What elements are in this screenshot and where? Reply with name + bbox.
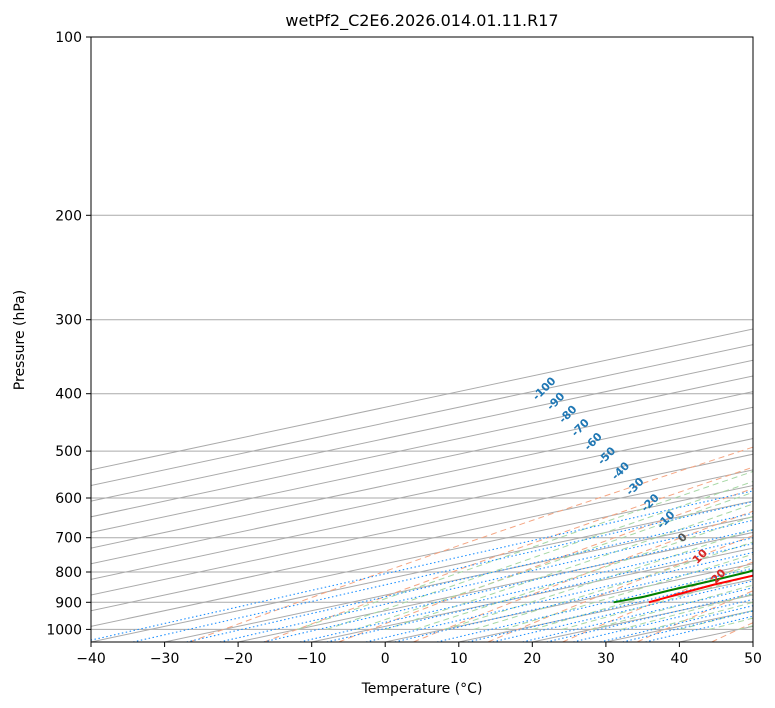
isotherm-line: [91, 469, 753, 612]
y-tick-label: 100: [55, 30, 82, 46]
moist-adiabat-line: [620, 593, 753, 630]
x-tick-label: −10: [297, 651, 327, 667]
y-tick-label: 900: [55, 595, 82, 611]
y-tick-label: 200: [55, 208, 82, 224]
isotherm-line: [91, 422, 753, 565]
moist-adiabat-line: [414, 515, 753, 630]
dry-adiabat-label: -20: [639, 491, 662, 514]
chart-title: wetPf2_C2E6.2026.014.01.11.R17: [285, 11, 558, 31]
mixing-ratio-line: [622, 610, 753, 642]
dry-adiabat-label: -30: [623, 475, 646, 498]
y-tick-label: 500: [55, 444, 82, 460]
y-tick-label: 800: [55, 565, 82, 581]
mixing-ratio-line: [299, 537, 753, 642]
background-grid: [91, 37, 775, 642]
x-tick-label: 20: [523, 651, 541, 667]
isotherm-line: [164, 516, 753, 642]
isotherm-line: [91, 453, 753, 596]
moist-adiabat-line: [738, 625, 753, 630]
moist-adiabat-line: [326, 480, 753, 630]
plot-frame: [90, 36, 754, 643]
mixing-ratio-line: [326, 543, 753, 642]
x-tick-label: 0: [381, 651, 390, 667]
isotherm-line: [91, 391, 753, 533]
x-tick-label: 10: [450, 651, 468, 667]
isotherm-line: [91, 375, 753, 518]
mixing-ratio-line: [645, 615, 753, 642]
isotherm-line: [91, 484, 753, 627]
moist-adiabat-line: [679, 609, 753, 630]
dry-adiabat-line: [487, 535, 753, 642]
moist-adiabat-line: [473, 541, 753, 630]
dry-adiabat-line: [338, 487, 753, 642]
moist-adiabat-line: [385, 503, 753, 630]
x-tick-label: 50: [744, 651, 762, 667]
mixing-ratio-line: [467, 574, 753, 642]
y-tick-label: 400: [55, 387, 82, 403]
isotherm-line: [91, 406, 753, 549]
moist-adiabat-line: [296, 470, 753, 630]
moist-adiabat-line: [561, 575, 753, 630]
x-tick-label: 30: [597, 651, 615, 667]
y-axis-label: Pressure (hPa): [12, 290, 28, 390]
axes-layer: −40 −30 −20 −10 0 10 20 30 40 50 100 200 300 400 500 60…: [46, 30, 762, 667]
x-tick-label: −30: [150, 651, 180, 667]
isotherm-line: [237, 531, 753, 642]
y-tick-label: 600: [55, 491, 82, 507]
dry-adiabat-label: -50: [595, 444, 618, 467]
mixing-ratio-line: [132, 501, 753, 642]
moist-adiabat-line: [768, 37, 775, 629]
mixing-ratio-line: [263, 529, 753, 642]
dry-adiabat-label: -10: [654, 508, 677, 531]
isotherm-line: [91, 344, 753, 487]
y-tick-label: 300: [55, 313, 82, 329]
moist-adiabat-line: [708, 617, 753, 630]
isotherm-line: [91, 438, 753, 580]
dry-adiabat-label: -60: [582, 430, 605, 453]
y-tick-label: 700: [55, 531, 82, 547]
dry-adiabat-line: [562, 561, 753, 642]
dry-adiabat-line: [413, 510, 753, 642]
x-axis-label: Temperature (°C): [361, 681, 483, 697]
dry-adiabat-label: -40: [609, 459, 632, 482]
x-tick-label: 40: [670, 651, 688, 667]
y-tick-label: 1000: [46, 622, 82, 638]
mixing-ratio-line: [186, 512, 753, 642]
isotherm-line: [91, 500, 753, 642]
mixing-ratio-line: [365, 551, 753, 642]
mixing-ratio-line: [91, 490, 753, 641]
dry-adiabat-line: [189, 446, 753, 642]
isotherm-line: [605, 610, 753, 642]
x-tick-label: −20: [223, 651, 253, 667]
isotherm-line: [91, 359, 753, 502]
x-tick-label: −40: [76, 651, 106, 667]
isotherm-line: [752, 641, 753, 642]
isotherm-line: [91, 328, 753, 471]
